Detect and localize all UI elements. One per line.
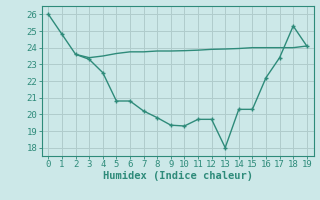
X-axis label: Humidex (Indice chaleur): Humidex (Indice chaleur) [103,171,252,181]
